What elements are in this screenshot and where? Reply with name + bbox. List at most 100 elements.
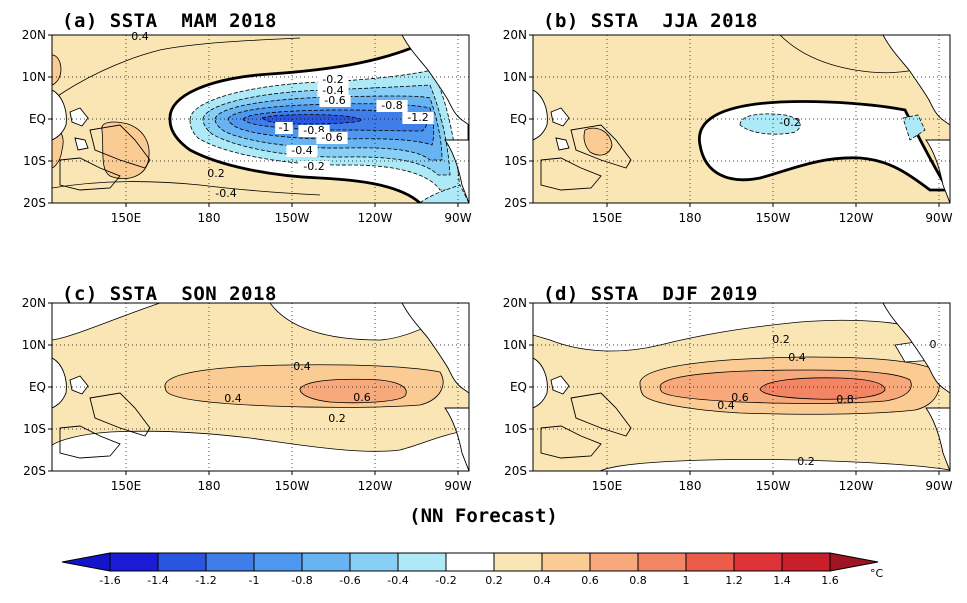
panel-c [52,303,469,471]
contour-label-bg [376,100,408,112]
colorbar-swatch [445,552,495,572]
contour-label: -1.2 [407,111,428,124]
lon-tick-label: 90W [444,211,471,225]
lat-tick-label: 20S [23,196,46,210]
lon-tick-label: 150E [592,211,623,225]
colorbar-level-label: 1.2 [725,574,743,587]
lat-tick-label: 10S [23,154,46,168]
colorbar-level-label: -0.6 [339,574,360,587]
lat-tick-label: EQ [29,380,46,394]
panel-c-coastline [52,303,469,471]
lon-tick-label: 150W [756,211,791,225]
panel-b-coastline [533,35,950,203]
colorbar-swatch [253,552,303,572]
contour-label: -0.6 [324,94,345,107]
colorbar-swatch [493,552,543,572]
contour-label-bg [286,145,318,157]
contour-label: 0.2 [797,455,815,468]
lat-tick-label: 20N [22,296,46,310]
panel-b-title: (b) SSTA JJA 2018 [543,10,758,32]
contour-label: -0.4 [215,187,236,200]
colorbar-level-label: -1.2 [195,574,216,587]
panel-c-title: (c) SSTA SON 2018 [62,283,277,305]
lat-tick-label: 20S [23,464,46,478]
lat-tick-label: EQ [29,112,46,126]
lat-tick-label: EQ [510,380,527,394]
lon-tick-label: 180 [679,479,702,493]
colorbar-swatch [685,552,735,572]
panel-d-title: (d) SSTA DJF 2019 [543,283,758,305]
lat-tick-label: 20N [22,28,46,42]
contour-label: 0.4 [131,30,149,43]
lon-tick-label: 90W [925,211,952,225]
lon-tick-label: 120W [839,211,874,225]
lon-tick-label: 90W [925,479,952,493]
colorbar-swatch [541,552,591,572]
colorbar-swatch [589,552,639,572]
contour-label-bg [298,161,330,173]
colorbar-level-label: 0.4 [533,574,551,587]
colorbar-swatch [349,552,399,572]
colorbar-level-label: -1 [249,574,260,587]
panel-d-coastline [533,303,950,471]
lat-tick-label: 10N [503,70,527,84]
lat-tick-label: 10S [504,422,527,436]
lat-tick-label: 10N [22,70,46,84]
contour-label-bg [319,95,351,107]
contour-label: -0.2 [779,116,800,129]
colorbar-swatch [781,552,831,572]
lon-tick-label: 150W [275,211,310,225]
contour-label: -0.6 [321,131,342,144]
contour-label: 0.4 [717,399,735,412]
colorbar-level-label: -1.6 [99,574,120,587]
lon-tick-label: 180 [679,211,702,225]
panel-a-warm-core [101,121,150,179]
lat-tick-label: 10S [23,422,46,436]
lon-tick-label: 150W [275,479,310,493]
contour-label-bg [275,122,293,134]
lon-tick-label: 120W [839,479,874,493]
colorbar-level-label: 0.8 [629,574,647,587]
contour-label: -0.2 [322,73,343,86]
colorbar-swatch [205,552,255,572]
lon-tick-label: 150E [111,211,142,225]
colorbar-swatch [637,552,687,572]
lon-tick-label: 120W [358,479,393,493]
colorbar-level-label: 1.6 [821,574,839,587]
lon-tick-label: 120W [358,211,393,225]
colorbar-min-arrow [61,552,111,572]
colorbar-swatch [109,552,159,572]
lon-tick-label: 180 [198,479,221,493]
contour-label: -0.2 [303,160,324,173]
lat-tick-label: 10N [22,338,46,352]
colorbar-swatch [397,552,447,572]
lat-tick-label: 20N [503,296,527,310]
colorbar-level-label: -1.4 [147,574,168,587]
panel-a-title: (a) SSTA MAM 2018 [62,10,277,32]
contour-label: -1 [279,121,290,134]
colorbar-level-label: -0.2 [435,574,456,587]
contour-label: -0.4 [291,144,312,157]
colorbar-level-label: 0.6 [581,574,599,587]
colorbar-level-label: -0.4 [387,574,408,587]
colorbar-swatch [733,552,783,572]
contour-label-bg [402,112,434,124]
contour-label-bg [317,74,349,86]
contour-label: 0.2 [772,333,790,346]
colorbar-swatch [301,552,351,572]
lon-tick-label: 150E [111,479,142,493]
colorbar-level-label: -0.8 [291,574,312,587]
contour-label: -0.4 [322,84,343,97]
contour-label: 0.8 [836,393,854,406]
lat-tick-label: EQ [510,112,527,126]
lon-tick-label: 150W [756,479,791,493]
contour-label: 0.6 [731,391,749,404]
lat-tick-label: 10S [504,154,527,168]
colorbar-swatch [157,552,207,572]
contour-label: 0 [930,338,937,351]
contour-label: 0.4 [224,392,242,405]
lat-tick-label: 20N [503,28,527,42]
colorbar-unit: °C [870,567,884,580]
contour-label: -0.8 [381,99,402,112]
